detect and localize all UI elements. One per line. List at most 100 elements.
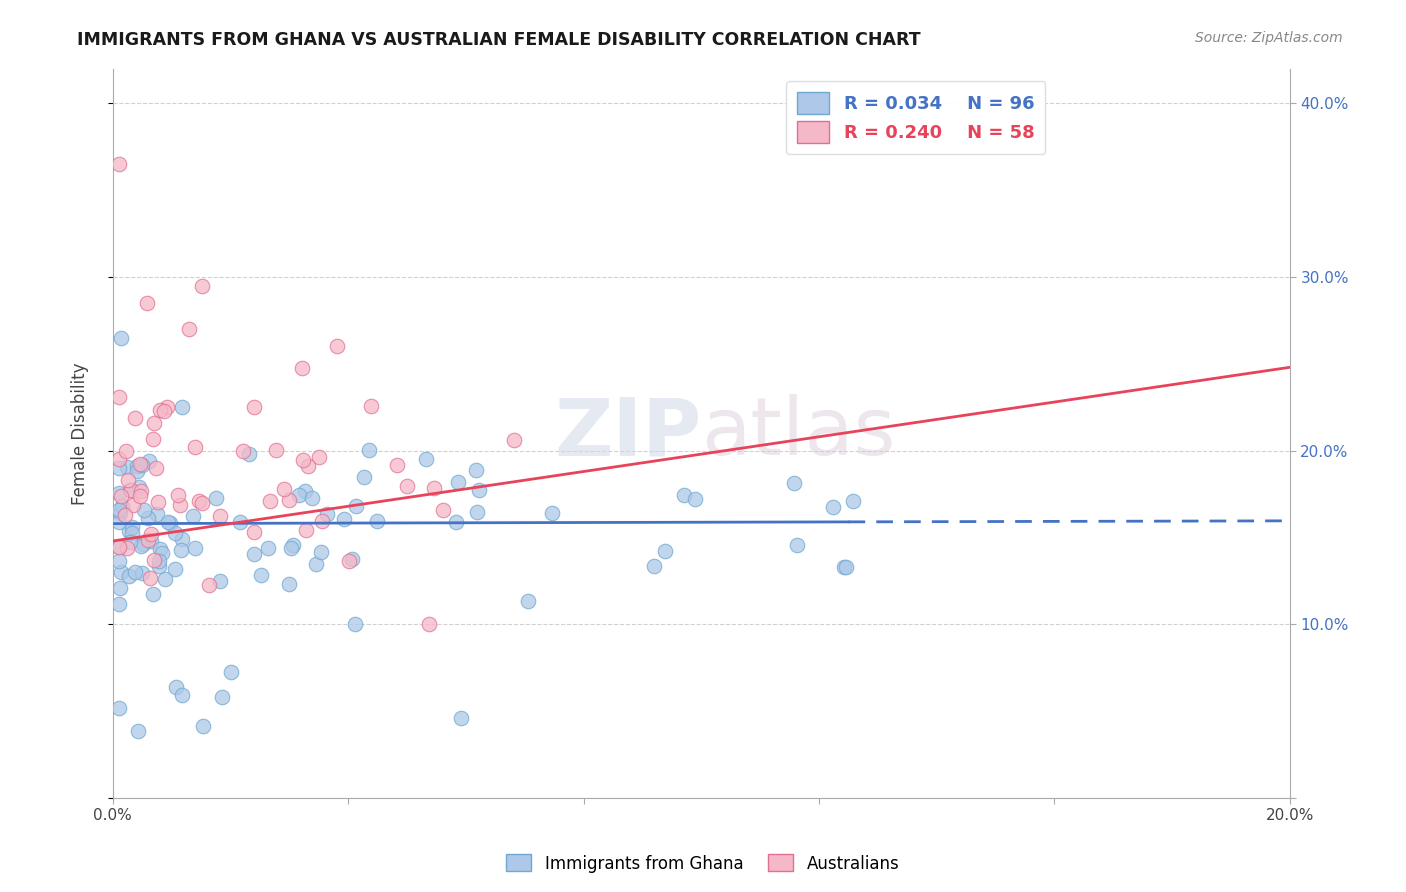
Point xyxy=(134,503,156,517)
Point xyxy=(120,483,142,498)
Point xyxy=(136,533,159,548)
Point xyxy=(197,578,219,592)
Point xyxy=(153,404,176,418)
Point xyxy=(291,360,314,375)
Point xyxy=(243,524,266,539)
Point xyxy=(110,331,132,345)
Point xyxy=(142,416,165,430)
Point xyxy=(107,540,129,554)
Point xyxy=(167,488,190,502)
Point xyxy=(360,399,382,413)
Point xyxy=(118,535,141,549)
Point xyxy=(121,519,143,533)
Point xyxy=(288,488,311,502)
Text: ZIP: ZIP xyxy=(554,394,702,472)
Point xyxy=(281,538,304,552)
Point xyxy=(128,480,150,494)
Point xyxy=(357,442,380,457)
Point xyxy=(316,507,339,521)
Point xyxy=(157,515,180,529)
Legend: Immigrants from Ghana, Australians: Immigrants from Ghana, Australians xyxy=(499,847,907,880)
Point xyxy=(191,278,214,293)
Point xyxy=(124,566,146,580)
Y-axis label: Female Disability: Female Disability xyxy=(72,362,89,505)
Point xyxy=(184,541,207,555)
Point xyxy=(169,498,191,512)
Legend: R = 0.034    N = 96, R = 0.240    N = 58: R = 0.034 N = 96, R = 0.240 N = 58 xyxy=(786,81,1046,154)
Text: IMMIGRANTS FROM GHANA VS AUSTRALIAN FEMALE DISABILITY CORRELATION CHART: IMMIGRANTS FROM GHANA VS AUSTRALIAN FEMA… xyxy=(77,31,921,49)
Point xyxy=(115,460,138,475)
Point xyxy=(125,464,148,478)
Point xyxy=(280,541,302,556)
Point xyxy=(422,481,444,495)
Point xyxy=(309,544,332,558)
Point xyxy=(107,460,129,475)
Point xyxy=(107,701,129,715)
Point xyxy=(163,526,186,541)
Point xyxy=(107,515,129,529)
Point xyxy=(170,401,193,415)
Point xyxy=(301,491,323,505)
Point xyxy=(256,541,278,555)
Point xyxy=(121,499,143,513)
Point xyxy=(297,458,319,473)
Point xyxy=(142,553,165,567)
Point xyxy=(342,552,364,566)
Point xyxy=(142,432,165,446)
Point xyxy=(139,526,162,541)
Point xyxy=(450,711,472,725)
Point xyxy=(353,469,375,483)
Point xyxy=(205,491,228,505)
Point xyxy=(107,597,129,611)
Point xyxy=(108,581,131,595)
Point xyxy=(540,506,562,520)
Point xyxy=(643,559,665,574)
Point xyxy=(447,475,470,490)
Point xyxy=(118,569,141,583)
Point xyxy=(117,524,139,539)
Point xyxy=(156,401,179,415)
Point xyxy=(115,444,138,458)
Point xyxy=(148,494,170,508)
Point xyxy=(107,157,129,171)
Point xyxy=(415,452,437,467)
Point xyxy=(107,503,129,517)
Point xyxy=(517,594,540,608)
Point xyxy=(229,516,252,530)
Point xyxy=(127,458,149,473)
Point xyxy=(783,476,806,491)
Point xyxy=(243,400,266,414)
Point xyxy=(278,577,301,591)
Point xyxy=(366,514,388,528)
Point xyxy=(238,447,260,461)
Point xyxy=(172,688,194,702)
Point xyxy=(188,494,211,508)
Point xyxy=(337,553,360,567)
Point xyxy=(842,493,865,508)
Point xyxy=(120,483,142,498)
Point xyxy=(107,554,129,568)
Point xyxy=(250,567,273,582)
Point xyxy=(129,483,152,498)
Point xyxy=(326,339,349,353)
Point xyxy=(208,509,231,524)
Point xyxy=(344,499,367,513)
Point xyxy=(121,526,143,541)
Point xyxy=(148,558,170,573)
Point xyxy=(142,587,165,601)
Point xyxy=(107,390,129,404)
Point xyxy=(209,574,232,589)
Point xyxy=(107,452,129,467)
Point xyxy=(278,493,301,508)
Point xyxy=(672,488,695,502)
Point xyxy=(117,473,139,487)
Point xyxy=(464,463,486,477)
Point xyxy=(131,566,153,580)
Point xyxy=(145,507,167,521)
Point xyxy=(170,543,193,558)
Point xyxy=(110,565,132,579)
Point xyxy=(264,443,287,458)
Point xyxy=(654,544,676,558)
Point xyxy=(305,558,328,572)
Point xyxy=(135,296,157,310)
